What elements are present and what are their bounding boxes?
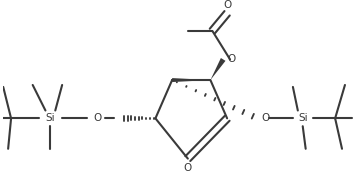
Text: Si: Si <box>45 113 55 123</box>
Text: O: O <box>227 55 235 65</box>
Text: O: O <box>261 113 270 123</box>
Text: Si: Si <box>298 113 308 123</box>
Polygon shape <box>172 78 211 82</box>
Text: O: O <box>223 0 231 10</box>
Polygon shape <box>211 58 226 80</box>
Text: O: O <box>93 113 102 123</box>
Text: O: O <box>184 163 192 173</box>
